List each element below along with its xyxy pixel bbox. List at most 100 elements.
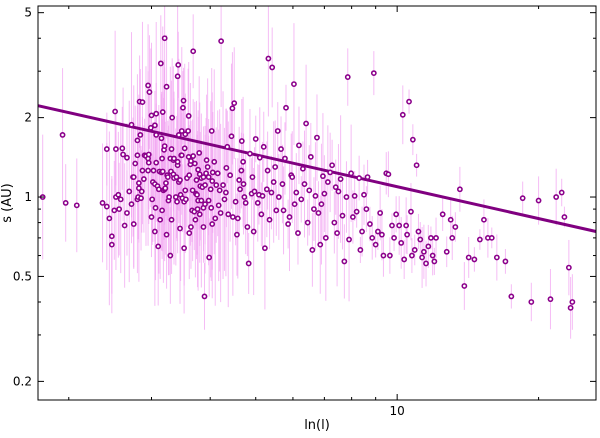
- data-point: [111, 207, 118, 214]
- data-point: [228, 133, 235, 140]
- data-point: [120, 151, 126, 158]
- data-point: [367, 221, 373, 227]
- data-point: [182, 196, 189, 203]
- data-point: [145, 159, 152, 166]
- data-point: [240, 158, 247, 165]
- data-point: [275, 194, 282, 200]
- data-point: [174, 73, 181, 80]
- data-point: [385, 171, 392, 178]
- data-point: [205, 197, 212, 204]
- data-point: [238, 138, 245, 144]
- y-axis-label: s (AU): [0, 183, 15, 222]
- data-point: [148, 214, 155, 220]
- data-point: [406, 98, 412, 105]
- data-point: [403, 222, 410, 229]
- data-point: [174, 198, 180, 205]
- data-point: [213, 182, 220, 188]
- data-point: [251, 188, 258, 195]
- data-point: [185, 128, 192, 134]
- data-point: [151, 122, 158, 129]
- data-point: [159, 109, 166, 115]
- data-point: [150, 167, 157, 174]
- data-point: [242, 200, 249, 206]
- data-point: [124, 154, 130, 161]
- data-point: [419, 254, 425, 261]
- data-point: [353, 208, 360, 215]
- data-point: [161, 143, 168, 149]
- data-point: [443, 248, 450, 255]
- data-point: [203, 170, 209, 177]
- data-point: [272, 164, 279, 170]
- data-point: [173, 174, 180, 181]
- data-point: [286, 214, 293, 220]
- data-point: [461, 283, 468, 289]
- data-point: [108, 233, 115, 240]
- data-point: [178, 128, 185, 134]
- data-point: [191, 160, 198, 167]
- data-point: [231, 100, 238, 107]
- data-point: [188, 158, 194, 164]
- data-point: [263, 186, 270, 193]
- data-point: [168, 216, 175, 223]
- data-point: [567, 304, 574, 311]
- data-point: [259, 192, 266, 199]
- data-point: [393, 211, 400, 218]
- data-point: [223, 164, 230, 171]
- data-point: [198, 197, 205, 204]
- data-point: [399, 111, 406, 118]
- data-point: [408, 208, 414, 215]
- data-point: [194, 191, 200, 198]
- data-point: [391, 234, 397, 241]
- data-point: [169, 114, 176, 121]
- data-point: [401, 256, 408, 263]
- data-point: [417, 236, 424, 243]
- data-point: [456, 186, 463, 193]
- data-point: [306, 187, 313, 194]
- data-point: [180, 97, 187, 104]
- data-point: [148, 112, 155, 119]
- data-point: [161, 35, 168, 42]
- data-point: [535, 197, 542, 204]
- data-point: [180, 104, 186, 111]
- data-point: [164, 174, 171, 181]
- data-point: [159, 207, 166, 214]
- data-point: [452, 224, 459, 230]
- data-point: [215, 202, 222, 209]
- data-point: [349, 214, 356, 220]
- data-point: [481, 216, 487, 223]
- y-tick-label: 2: [24, 111, 32, 125]
- data-point: [196, 211, 203, 218]
- data-point: [207, 186, 214, 193]
- data-point: [528, 299, 535, 305]
- data-point: [188, 224, 194, 230]
- data-point: [341, 258, 348, 265]
- data-point: [291, 201, 298, 208]
- data-point: [181, 145, 188, 152]
- axis-ticks: 0.2 0.5 1 2 5 10: [13, 6, 596, 418]
- data-point: [200, 224, 207, 230]
- data-point: [211, 158, 218, 165]
- data-point: [203, 157, 210, 164]
- data-point: [370, 70, 377, 77]
- data-point: [433, 234, 439, 241]
- data-point: [130, 174, 137, 181]
- data-point: [186, 172, 193, 179]
- data-point: [202, 182, 208, 188]
- data-point: [139, 99, 146, 106]
- data-point: [216, 187, 223, 194]
- data-point: [185, 113, 192, 119]
- data-point: [128, 201, 135, 208]
- data-point: [73, 202, 80, 209]
- data-point: [296, 142, 302, 149]
- data-point: [337, 176, 344, 182]
- data-point: [348, 170, 355, 177]
- data-point: [149, 196, 156, 203]
- data-point: [411, 247, 418, 253]
- data-point: [312, 192, 319, 199]
- data-point: [359, 228, 365, 235]
- data-point: [209, 221, 216, 227]
- data-point: [264, 167, 271, 174]
- data-point: [166, 194, 172, 200]
- data-point: [134, 137, 141, 144]
- data-point: [386, 252, 393, 259]
